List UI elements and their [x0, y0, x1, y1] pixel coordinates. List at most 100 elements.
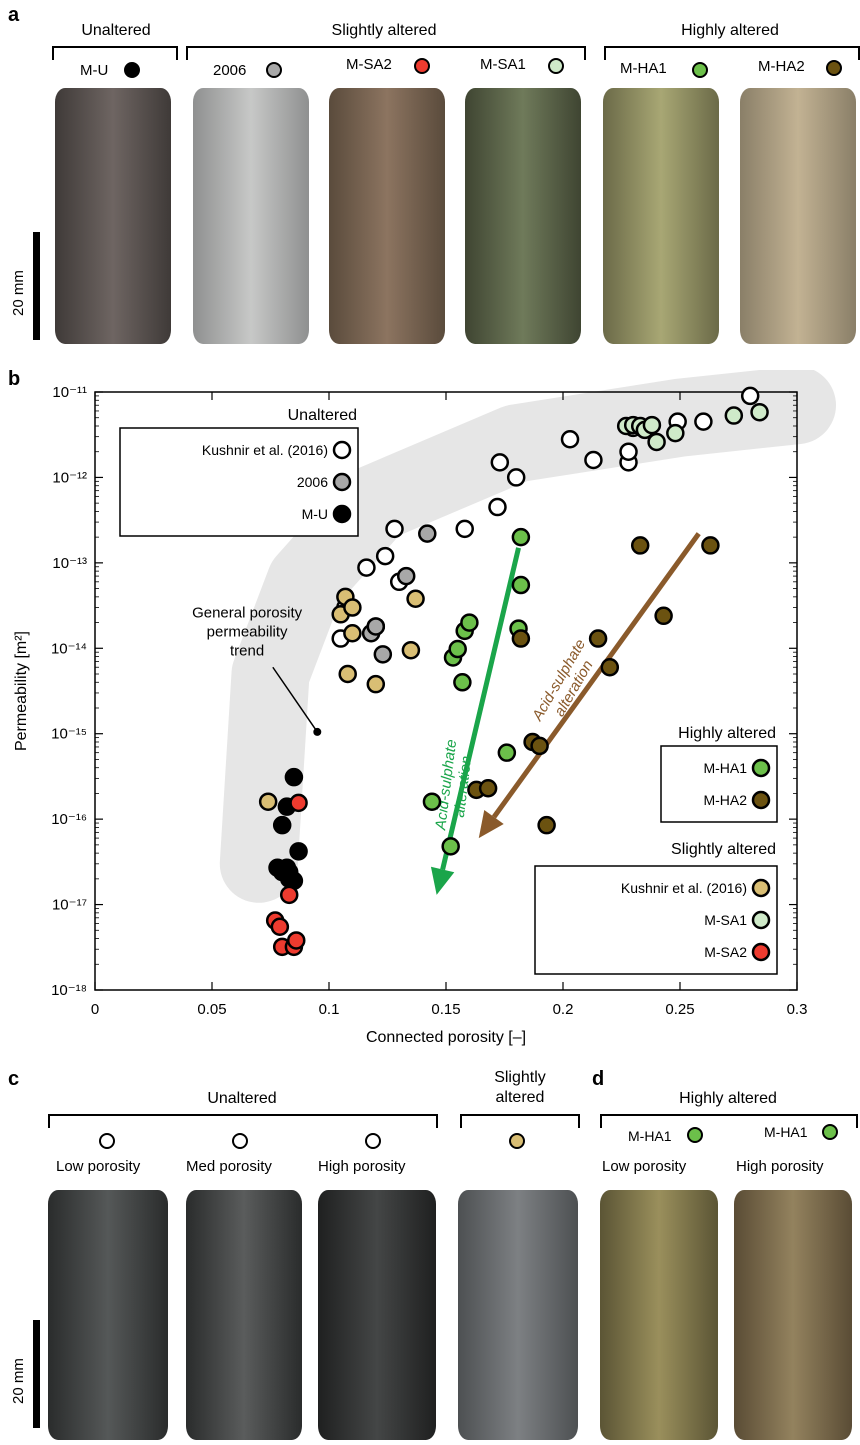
sample-marker-c-med [232, 1133, 248, 1149]
data-point [588, 629, 608, 648]
data-point [418, 524, 437, 543]
legend-slightly-altered-item-label: Kushnir et al. (2016) [621, 880, 747, 896]
data-point [375, 546, 395, 566]
x-tick-label: 0.05 [197, 1001, 226, 1018]
legend-highly-altered-item-marker [751, 758, 771, 778]
sample-label-c-med: Med porosity [186, 1158, 272, 1175]
sample-label-m-ha2: M-HA2 [758, 58, 805, 75]
core-photo-c-low [48, 1190, 168, 1440]
scale-bar-a [33, 232, 40, 340]
bracket-c-slightly-altered [460, 1114, 580, 1128]
brown-arrow-shaft [491, 532, 701, 819]
data-point [530, 736, 549, 756]
y-tick-label: 10⁻¹⁶ [51, 811, 87, 828]
data-point [279, 885, 299, 905]
core-photo-c-med [186, 1190, 302, 1440]
core-photo-m-u [55, 88, 171, 344]
data-point [396, 566, 416, 586]
y-tick-label: 10⁻¹⁵ [51, 726, 87, 743]
core-photo-d-high [734, 1190, 852, 1440]
legend-slightly-altered-item-marker [751, 942, 771, 962]
green-arrow-head [430, 866, 455, 895]
sample-label-d-ha1-high: M-HA1 [764, 1124, 808, 1140]
data-point [497, 743, 517, 762]
data-point [666, 423, 685, 443]
brown-arrow-head [478, 809, 504, 839]
arrows-layer: Acid-sulphatealterationAcid-sulphatealte… [430, 532, 701, 895]
sample-marker-c-slightly [509, 1133, 525, 1149]
green-arrow-label: Acid-sulphatealteration [432, 738, 477, 833]
data-point [584, 450, 603, 470]
sample-marker-m-ha2 [826, 60, 842, 76]
data-point [511, 629, 531, 648]
sample-marker-m-u [124, 62, 140, 78]
sample-sublabel-d-high: High porosity [736, 1158, 824, 1175]
data-point [366, 674, 386, 694]
sample-label-c-low: Low porosity [56, 1158, 141, 1175]
legend-slightly-altered-box [534, 865, 778, 975]
panel-d-letter: d [592, 1068, 605, 1090]
data-point [343, 623, 362, 643]
x-tick-label: 0.2 [553, 1001, 574, 1018]
bracket-d-highly-altered [600, 1114, 858, 1128]
sample-marker-2006 [266, 62, 282, 78]
data-point [366, 617, 386, 636]
data-point [401, 640, 421, 660]
data-point [490, 453, 510, 472]
sample-label-2006: 2006 [213, 62, 247, 79]
data-point [460, 613, 479, 632]
legend-unaltered-item-marker [332, 472, 352, 492]
data-point [701, 536, 720, 555]
scale-bar-c [33, 1320, 40, 1428]
data-point [724, 406, 744, 425]
data-point [619, 442, 638, 461]
scale-label-a: 20 mm [10, 270, 27, 316]
data-point [284, 767, 304, 787]
data-point [488, 497, 507, 517]
data-point [373, 645, 393, 664]
trend-annotation-dot [313, 727, 322, 736]
legend-unaltered-item-label: M-U [302, 506, 328, 522]
sample-marker-d-ha1-low [687, 1127, 703, 1143]
data-point [279, 862, 299, 882]
data-point [272, 815, 292, 835]
bracket-unaltered [52, 46, 178, 60]
points-layer [258, 386, 769, 957]
legend-unaltered-box [119, 427, 359, 537]
scale-label-c: 20 mm [10, 1358, 27, 1404]
trend-annotation-line: permeability [207, 623, 288, 640]
sample-sublabel-d-low: Low porosity [602, 1158, 687, 1175]
legend-slightly-altered-item-label: M-SA1 [704, 912, 747, 928]
x-axis-label: Connected porosity [–] [366, 1029, 526, 1046]
group-label-c-slightly-altered: Slightly altered [494, 1069, 546, 1106]
x-tick-label: 0.25 [665, 1001, 694, 1018]
bracket-highly-altered [604, 46, 860, 60]
x-tick-label: 0.15 [431, 1001, 460, 1018]
x-tick-label: 0.1 [319, 1001, 340, 1018]
legend-slightly-altered-item-marker [751, 878, 771, 898]
y-tick-label: 10⁻¹⁸ [51, 982, 87, 999]
core-photo-c-slightly [458, 1190, 578, 1440]
data-point [740, 386, 760, 406]
core-photo-m-ha2 [740, 88, 856, 344]
legend-highly-altered-item-label: M-HA1 [703, 760, 747, 776]
legend-unaltered-title: Unaltered [288, 407, 357, 424]
x-tick-label: 0.3 [787, 1001, 808, 1018]
sample-marker-c-low [99, 1133, 115, 1149]
legends-layer: Unaltered Kushnir et al. (2016) 2006 M-U Hig… [119, 407, 778, 975]
core-photo-d-low [600, 1190, 718, 1440]
data-point [453, 673, 472, 692]
legend-slightly-altered-title: Slightly altered [671, 841, 776, 858]
data-point [422, 792, 442, 811]
legend-highly-altered-item-label: M-HA2 [703, 792, 747, 808]
core-photo-m-sa2 [329, 88, 445, 344]
sample-marker-m-sa2 [414, 58, 430, 74]
sample-marker-m-ha1 [692, 62, 708, 78]
sample-label-m-sa2: M-SA2 [346, 56, 392, 73]
data-point [338, 664, 357, 684]
x-tick-label: 0 [91, 1001, 99, 1018]
data-point [647, 432, 666, 452]
data-point [560, 429, 580, 449]
bracket-c-unaltered [48, 1114, 438, 1128]
y-axis-label: Permeability [m²] [13, 631, 30, 751]
